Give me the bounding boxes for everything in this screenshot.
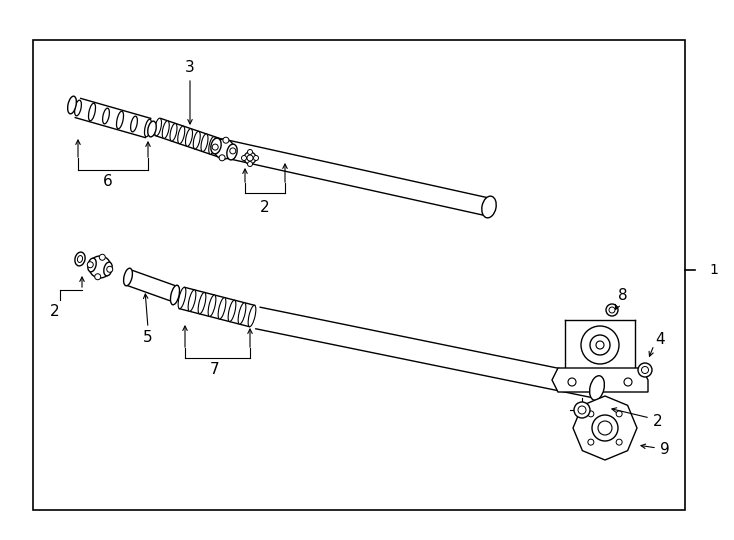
Ellipse shape [201, 134, 208, 152]
Ellipse shape [211, 138, 221, 154]
Ellipse shape [230, 148, 236, 154]
Ellipse shape [154, 118, 161, 136]
Text: 5: 5 [143, 330, 153, 346]
Ellipse shape [596, 341, 604, 349]
Ellipse shape [248, 305, 256, 327]
Polygon shape [573, 396, 637, 460]
Ellipse shape [578, 406, 586, 414]
Ellipse shape [178, 287, 186, 309]
Ellipse shape [624, 378, 632, 386]
Ellipse shape [218, 298, 226, 319]
Ellipse shape [581, 326, 619, 364]
Ellipse shape [208, 295, 216, 316]
Ellipse shape [214, 139, 234, 159]
Ellipse shape [68, 96, 76, 114]
Ellipse shape [238, 303, 246, 324]
Ellipse shape [170, 124, 177, 141]
Ellipse shape [89, 103, 95, 121]
Ellipse shape [589, 376, 604, 400]
Ellipse shape [247, 161, 252, 166]
Ellipse shape [609, 307, 615, 313]
Ellipse shape [482, 196, 496, 218]
Ellipse shape [590, 335, 610, 355]
Ellipse shape [145, 119, 151, 137]
Ellipse shape [117, 111, 123, 129]
Ellipse shape [89, 256, 111, 278]
Ellipse shape [75, 100, 81, 116]
Ellipse shape [588, 411, 594, 417]
Ellipse shape [193, 131, 200, 149]
Ellipse shape [78, 255, 82, 262]
Ellipse shape [75, 252, 85, 266]
Ellipse shape [95, 274, 101, 280]
Ellipse shape [162, 121, 170, 138]
Ellipse shape [568, 378, 576, 386]
Ellipse shape [616, 439, 622, 445]
Ellipse shape [606, 304, 618, 316]
Ellipse shape [253, 156, 258, 160]
Text: 7: 7 [210, 362, 219, 377]
Ellipse shape [87, 262, 93, 268]
Ellipse shape [123, 268, 132, 286]
Text: 3: 3 [185, 60, 195, 76]
Ellipse shape [228, 300, 236, 322]
Ellipse shape [131, 116, 137, 132]
Ellipse shape [99, 254, 105, 260]
Ellipse shape [208, 137, 216, 154]
Text: 2: 2 [260, 200, 270, 215]
Ellipse shape [170, 285, 180, 305]
Ellipse shape [642, 367, 649, 374]
Ellipse shape [227, 144, 237, 160]
Text: 8: 8 [618, 287, 628, 302]
Ellipse shape [103, 262, 112, 276]
Ellipse shape [217, 139, 223, 157]
Ellipse shape [148, 121, 156, 137]
Ellipse shape [186, 129, 192, 146]
Ellipse shape [244, 152, 256, 164]
Ellipse shape [106, 266, 113, 272]
Ellipse shape [219, 155, 225, 161]
Bar [33, 40, 685, 510]
Polygon shape [552, 368, 648, 392]
Text: 9: 9 [660, 442, 670, 457]
Ellipse shape [178, 126, 185, 144]
Ellipse shape [588, 439, 594, 445]
Ellipse shape [598, 421, 612, 435]
Text: 2: 2 [653, 415, 663, 429]
Ellipse shape [88, 258, 96, 272]
Ellipse shape [574, 402, 590, 418]
Ellipse shape [198, 293, 206, 314]
Ellipse shape [592, 415, 618, 441]
Ellipse shape [616, 411, 622, 417]
Ellipse shape [188, 290, 196, 311]
Ellipse shape [223, 137, 229, 143]
Text: 1: 1 [710, 263, 719, 277]
Ellipse shape [247, 150, 252, 154]
Text: 4: 4 [655, 333, 665, 348]
Ellipse shape [247, 155, 253, 161]
Ellipse shape [241, 156, 247, 160]
Ellipse shape [103, 108, 109, 124]
Ellipse shape [212, 144, 218, 150]
Text: 6: 6 [103, 174, 113, 190]
Ellipse shape [638, 363, 652, 377]
Text: 2: 2 [50, 305, 59, 320]
